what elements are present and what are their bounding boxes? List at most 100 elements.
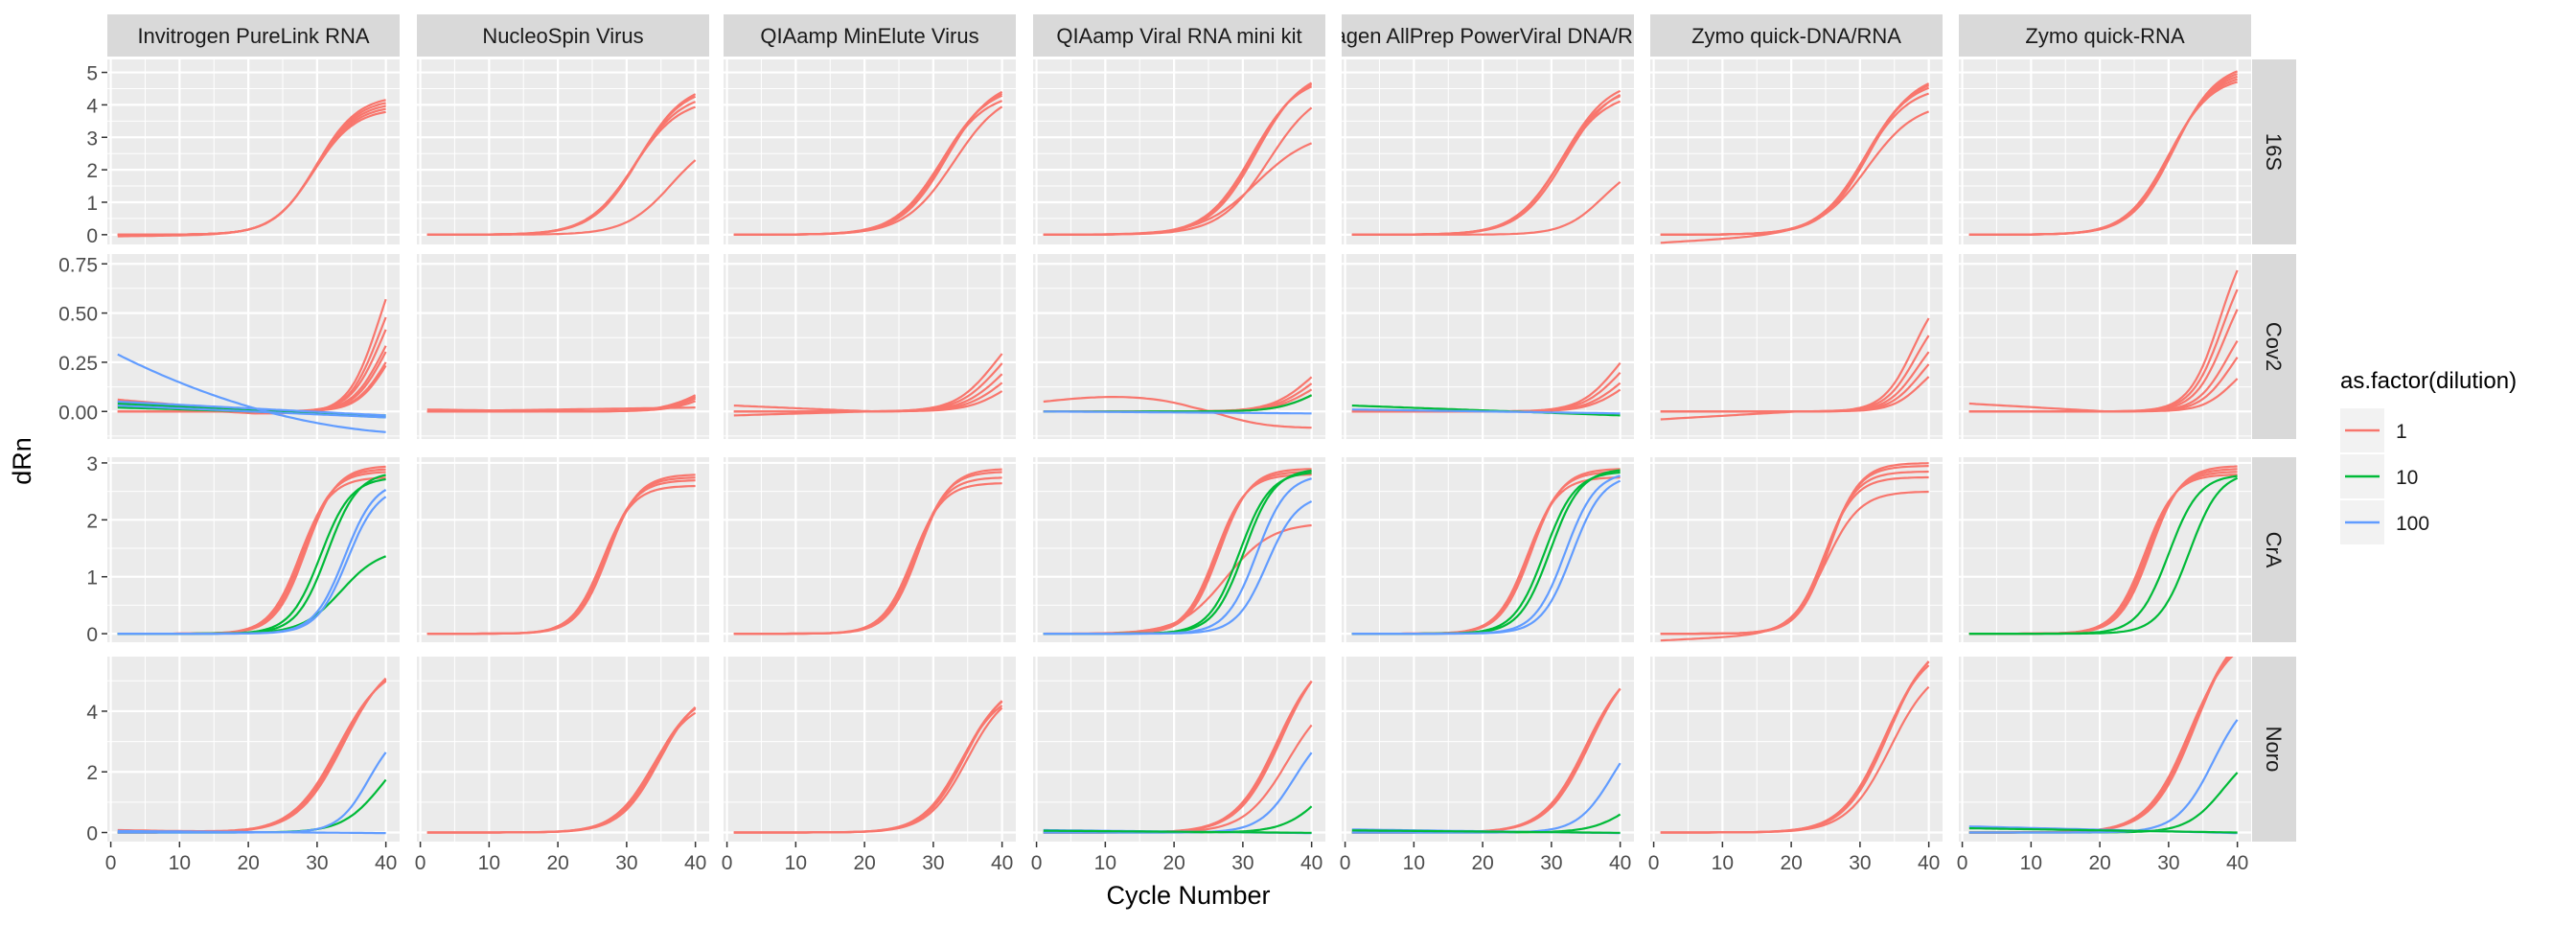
- panel: [1342, 657, 1634, 842]
- series-line: [1968, 827, 2238, 834]
- x-tick-label: 20: [1162, 852, 1184, 874]
- y-tick-label: 5: [86, 63, 98, 85]
- y-tick-label: 3: [86, 127, 98, 150]
- panel-series: [426, 706, 697, 834]
- panel-background: [724, 59, 1016, 244]
- panel-background: [1959, 254, 2251, 439]
- series-line: [117, 405, 386, 419]
- panel-background: [1650, 59, 1943, 244]
- y-tick-label: 2: [86, 762, 98, 784]
- facet-strip-column: Invitrogen PureLink RNA: [107, 14, 400, 57]
- facet-strip-row: 16S: [2252, 59, 2296, 244]
- series-line: [1968, 70, 2239, 236]
- facet-strip-column: Qiagen AllPrep PowerViral DNA/RNA: [1342, 14, 1634, 57]
- series-line: [1043, 142, 1313, 236]
- panel: [1959, 457, 2251, 642]
- panel-background: [1342, 59, 1634, 244]
- facet-strip-label: Noro: [2262, 727, 2286, 773]
- x-tick-label: 40: [991, 852, 1013, 874]
- series-line: [1660, 490, 1929, 642]
- panel-series: [1660, 82, 1930, 244]
- x-tick-label: 0: [1340, 852, 1351, 874]
- x-tick-label: 40: [1609, 852, 1631, 874]
- panel: [724, 59, 1016, 244]
- panel-series: [733, 353, 1003, 417]
- series-line: [1968, 719, 2239, 834]
- legend-label: 1: [2396, 421, 2407, 443]
- panel-series: [1968, 269, 2239, 413]
- legend-label: 100: [2396, 513, 2429, 535]
- series-line: [1660, 462, 1929, 636]
- panel-background: [1650, 254, 1943, 439]
- series-line: [1968, 476, 2239, 636]
- panel: [724, 657, 1016, 842]
- panel: [1959, 254, 2251, 439]
- panel: [1033, 59, 1325, 244]
- panel-series: [1660, 660, 1930, 834]
- x-tick-label: 40: [1918, 852, 1940, 874]
- panel-series: [117, 677, 387, 835]
- facet-strip-bg: [2252, 59, 2296, 244]
- x-tick-label: 30: [306, 852, 328, 874]
- facet-strip-column: QIAamp Viral RNA mini kit: [1033, 14, 1325, 57]
- panel-series: [1351, 468, 1622, 636]
- series-line: [1351, 479, 1622, 636]
- panel: [1959, 59, 2251, 244]
- panel-background: [1033, 59, 1325, 244]
- panel-background: [1342, 254, 1634, 439]
- series-line: [1043, 396, 1312, 429]
- panel: [1033, 457, 1325, 642]
- legend-entry: 100: [2340, 500, 2429, 544]
- series-line: [426, 159, 697, 236]
- x-tick-label: 40: [375, 852, 397, 874]
- facet-strip-label: NucleoSpin Virus: [482, 24, 643, 48]
- x-tick-label: 30: [615, 852, 637, 874]
- panel-series: [1968, 657, 2239, 835]
- facet-strip-column: Zymo quick-DNA/RNA: [1650, 14, 1943, 57]
- panel: [107, 59, 400, 244]
- panel-series: [1043, 81, 1313, 236]
- series-line: [733, 468, 1002, 636]
- y-tick-label: 0.50: [58, 304, 98, 326]
- facet-strip-bg: [1342, 14, 1634, 57]
- facet-strip-label: Zymo quick-RNA: [2025, 24, 2185, 48]
- facet-strip-column: Zymo quick-RNA: [1959, 14, 2251, 57]
- panel-series: [733, 700, 1003, 834]
- x-tick-label: 40: [1300, 852, 1322, 874]
- panel-series: [426, 93, 697, 236]
- x-tick-label: 30: [1849, 852, 1871, 874]
- y-tick-label: 0.75: [58, 254, 98, 276]
- panel-background: [417, 457, 709, 642]
- series-line: [1351, 829, 1621, 834]
- x-tick-label: 30: [922, 852, 944, 874]
- x-tick-label: 0: [722, 852, 733, 874]
- panel-background: [1959, 657, 2251, 842]
- x-tick-label: 10: [785, 852, 807, 874]
- panel: [107, 657, 400, 842]
- y-axis-label: dRn: [8, 437, 36, 485]
- panel-series: [117, 298, 387, 433]
- legend-title: as.factor(dilution): [2340, 368, 2517, 394]
- facet-strip-bg: [2252, 657, 2296, 842]
- x-tick-label: 20: [1471, 852, 1493, 874]
- panel-background: [417, 59, 709, 244]
- panel-series: [1043, 680, 1313, 835]
- x-tick-label: 10: [478, 852, 500, 874]
- panel-background: [1342, 457, 1634, 642]
- series-line: [733, 105, 1003, 236]
- series-line: [733, 390, 1003, 413]
- facet-strip-column: NucleoSpin Virus: [417, 14, 709, 57]
- series-line: [1043, 829, 1312, 834]
- panel: [1959, 657, 2251, 842]
- series-line: [426, 706, 697, 834]
- y-tick-label: 4: [86, 702, 98, 724]
- panel-series: [117, 465, 387, 636]
- panel: [1342, 457, 1634, 642]
- panel: [1342, 254, 1634, 439]
- legend-label: 10: [2396, 467, 2418, 489]
- x-tick-label: 40: [2226, 852, 2248, 874]
- series-line: [117, 496, 387, 636]
- x-tick-label: 0: [1031, 852, 1043, 874]
- x-tick-label: 10: [1712, 852, 1734, 874]
- x-tick-label: 10: [169, 852, 191, 874]
